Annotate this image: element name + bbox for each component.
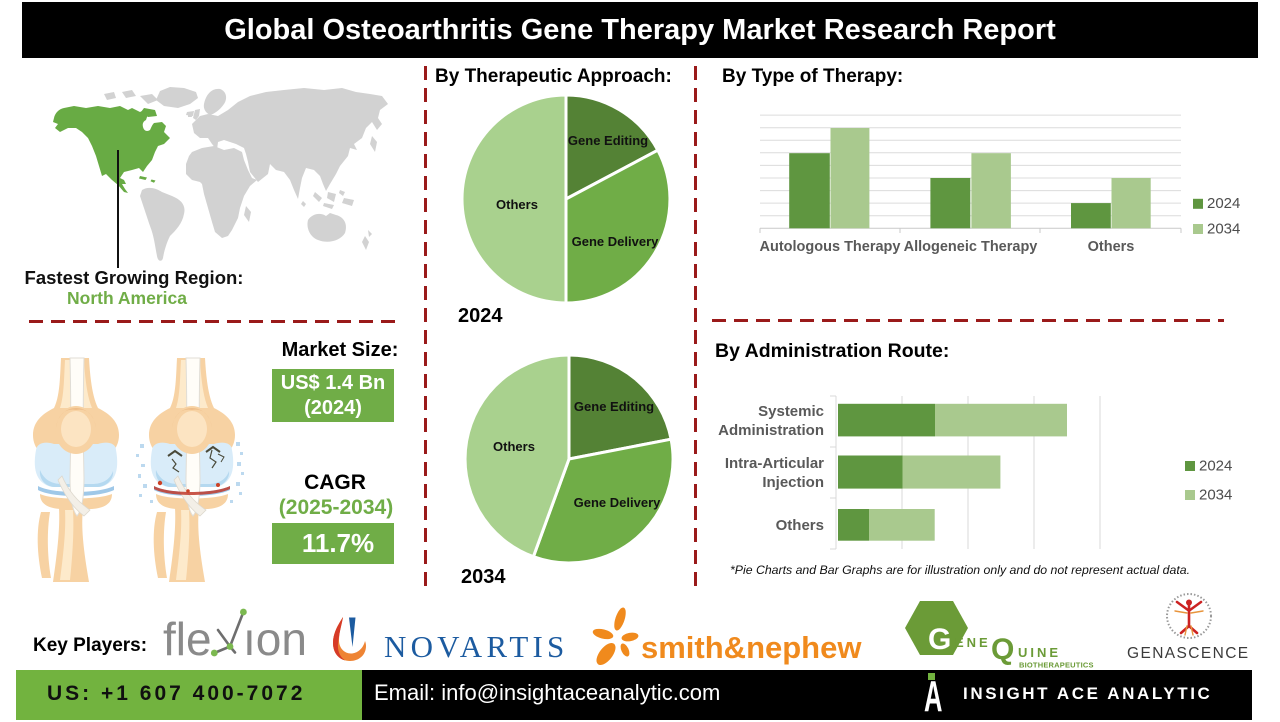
svg-text:Allogeneic Therapy: Allogeneic Therapy: [904, 239, 1038, 255]
svg-text:Others: Others: [496, 197, 538, 212]
svg-text:2024: 2024: [1199, 458, 1232, 475]
svg-text:BIOTHERAPEUTICS: BIOTHERAPEUTICS: [1019, 661, 1094, 670]
svg-text:2034: 2034: [1199, 487, 1232, 504]
svg-text:Gene Editing: Gene Editing: [568, 133, 648, 148]
svg-text:Others: Others: [1088, 239, 1135, 255]
svg-text:GENASCENCE: GENASCENCE: [1127, 645, 1250, 662]
svg-text:Systemic: Systemic: [758, 403, 824, 420]
svg-text:UINE: UINE: [1018, 645, 1061, 660]
svg-text:ENE: ENE: [955, 635, 991, 650]
svg-text:Injection: Injection: [762, 474, 824, 491]
svg-text:Gene Delivery: Gene Delivery: [572, 234, 659, 249]
svg-text:2024: 2024: [1207, 195, 1240, 212]
svg-text:Gene Editing: Gene Editing: [574, 399, 654, 414]
svg-text:Others: Others: [493, 439, 535, 454]
svg-text:Intra-Articular: Intra-Articular: [725, 455, 824, 472]
svg-text:2034: 2034: [1207, 221, 1240, 238]
svg-text:Gene Delivery: Gene Delivery: [574, 495, 661, 510]
svg-text:G: G: [928, 623, 951, 656]
svg-text:Q: Q: [991, 633, 1014, 666]
svg-text:Others: Others: [776, 517, 824, 534]
svg-text:Administration: Administration: [718, 422, 824, 439]
svg-text:Autologous Therapy: Autologous Therapy: [760, 239, 901, 255]
